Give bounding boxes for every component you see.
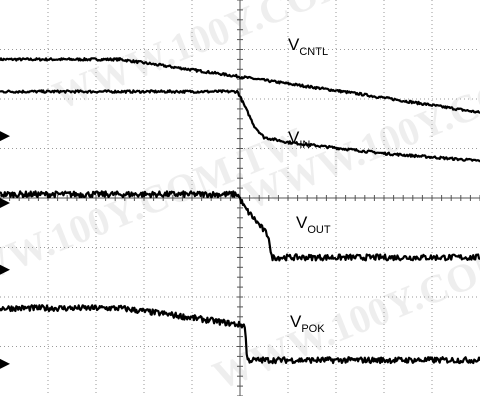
channel-4-ground-marker [0,358,10,369]
trace-vcntl [0,57,480,114]
trace-label-main: V [288,128,300,147]
channel-markers [0,131,10,369]
trace-vin [0,89,480,163]
channel-2-ground-marker [0,197,10,208]
trace-label-subscript: CNTL [299,46,328,58]
trace-label-vcntl: VCNTL [288,35,328,58]
trace-label-main: V [296,213,308,232]
trace-label-subscript: POK [301,323,325,335]
trace-vpok [0,304,480,365]
trace-label-subscript: IN [299,139,310,151]
trace-label-main: V [290,312,302,331]
channel-1-ground-marker [0,131,10,142]
trace-label-vpok: VPOK [290,312,325,335]
channel-3-ground-marker [0,264,10,275]
trace-label-vout: VOUT [296,213,331,236]
trace-label-main: V [288,35,300,54]
traces [0,57,480,365]
trace-label-subscript: OUT [307,224,331,236]
trace-label-vin: VIN [288,128,310,151]
trace-vout [0,190,480,262]
